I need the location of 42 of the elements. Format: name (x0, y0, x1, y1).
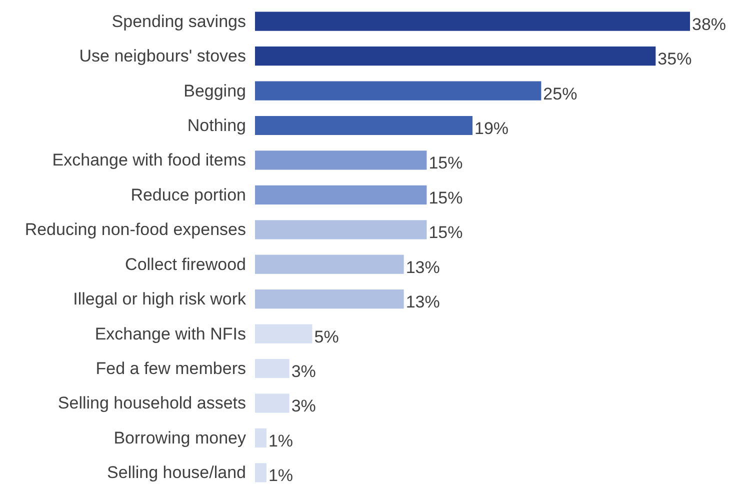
data-label: 13% (406, 258, 440, 277)
data-label: 15% (428, 154, 463, 173)
y-tick-label: Fed a few members (96, 359, 246, 378)
bar (255, 185, 427, 204)
data-label: 25% (543, 84, 578, 104)
data-label: 38% (692, 14, 726, 34)
data-label: 19% (474, 119, 509, 138)
y-tick-label: Exchange with NFIs (94, 324, 246, 344)
bar (255, 12, 690, 31)
y-tick-label: Selling house/land (107, 463, 246, 482)
y-tick-label: Spending savings (112, 12, 246, 31)
y-tick-label: Illegal or high risk work (73, 290, 246, 309)
data-label: 15% (428, 223, 463, 242)
data-label: 1% (268, 431, 294, 450)
y-tick-label: Borrowing money (114, 428, 246, 448)
y-tick-label: Use neigbours' stoves (79, 46, 246, 66)
y-tick-label: Exchange with food items (52, 150, 246, 170)
y-tick-label: Selling household assets (58, 394, 246, 413)
bar (255, 463, 266, 482)
data-label: 5% (314, 327, 339, 346)
bar (255, 254, 404, 274)
bar (255, 324, 312, 344)
y-tick-label: Reduce portion (130, 185, 246, 204)
bar (255, 46, 656, 66)
y-tick-label: Begging (184, 81, 246, 100)
data-label: 15% (428, 188, 463, 208)
y-tick-label: Collect firewood (125, 254, 246, 274)
bar (255, 81, 542, 100)
bar (255, 290, 404, 309)
data-label: 3% (291, 362, 316, 381)
bar (255, 358, 290, 378)
bar (255, 116, 472, 136)
y-tick-label: Reducing non-food expenses (24, 220, 246, 240)
bar (255, 394, 290, 413)
data-label: 13% (406, 292, 440, 312)
y-tick-label: Nothing (187, 116, 246, 135)
bar (255, 150, 427, 170)
data-label: 1% (268, 466, 294, 486)
bar (255, 428, 266, 448)
bar (255, 220, 427, 240)
data-label: 35% (658, 50, 692, 69)
data-label: 3% (291, 396, 316, 416)
